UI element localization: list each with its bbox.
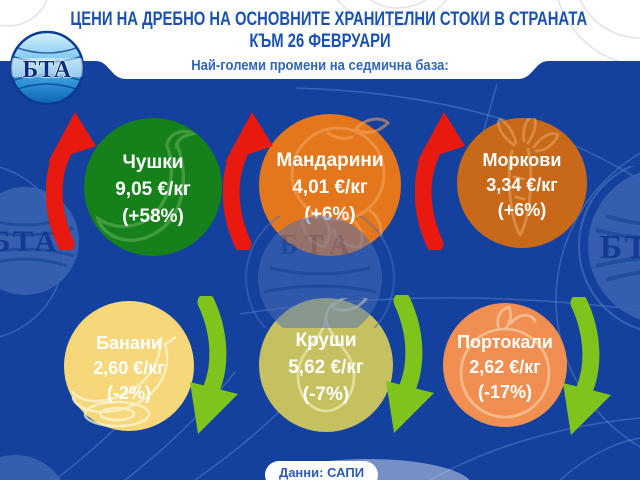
bta-logo-icon: БТА: [9, 30, 85, 106]
pepper-icon: [95, 129, 198, 242]
price-card-carrots: Моркови 3,34 €/кг (+6%): [457, 118, 587, 248]
price-down-arrow-icon: [563, 297, 611, 435]
product-name: Круши: [295, 329, 357, 351]
bta-watermark-bottom-left-icon: [0, 455, 62, 480]
card-text: Мандарини 4,01 €/кг (+6%): [259, 114, 401, 256]
card-text: Банани 2,60 €/кг (-2%): [64, 301, 194, 431]
price-card-bananas: Банани 2,60 €/кг (-2%): [64, 301, 194, 431]
product-price: 2,60 €/кг: [93, 357, 165, 378]
product-name: Моркови: [482, 149, 562, 170]
product-name: Банани: [96, 332, 162, 353]
card-text: Моркови 3,34 €/кг (+6%): [457, 118, 587, 248]
source-pill: Данни: САПИ: [265, 461, 378, 480]
bta-watermark-center-icon: БТА: [245, 216, 395, 328]
product-change: (-2%): [107, 382, 151, 403]
header-band: [0, 0, 640, 79]
product-name: Чушки: [122, 151, 184, 173]
page-subtitle: Най-големи промени на седмична база:: [191, 58, 449, 74]
product-change: (-7%): [302, 383, 350, 405]
product-name: Мандарини: [276, 149, 384, 171]
product-price: 9,05 €/кг: [115, 178, 191, 200]
price-card-peppers: Чушки 9,05 €/кг (+58%): [84, 118, 222, 256]
card-text: Портокали 2,62 €/кг (-17%): [443, 303, 567, 427]
orange-icon: [459, 305, 551, 419]
source-label: Данни: САПИ: [278, 465, 365, 480]
svg-text:БТА: БТА: [280, 230, 357, 261]
product-change: (+58%): [122, 205, 184, 227]
product-price: 2,62 €/кг: [469, 356, 541, 377]
product-price: 5,62 €/кг: [288, 356, 364, 378]
page-title-line2: КЪМ 26 ФЕВРУАРИ: [249, 31, 391, 52]
header-decor-arcs: [0, 0, 640, 67]
price-up-arrow-icon: [223, 112, 273, 250]
svg-text:БТА: БТА: [0, 225, 59, 258]
product-change: (-17%): [477, 381, 532, 402]
product-name: Портокали: [457, 331, 553, 352]
card-text: Чушки 9,05 €/кг (+58%): [84, 118, 222, 256]
card-text: Круши 5,62 €/кг (-7%): [259, 298, 393, 432]
svg-text:БТА: БТА: [600, 229, 640, 266]
price-down-arrow-icon: [386, 295, 434, 433]
banana-icon: [71, 336, 177, 428]
price-card-oranges: Портокали 2,62 €/кг (-17%): [443, 303, 567, 427]
svg-text:БТА: БТА: [22, 57, 71, 83]
page-title-line1: ЦЕНИ НА ДРЕБНО НА ОСНОВНИТЕ ХРАНИТЕЛНИ С…: [70, 9, 588, 30]
product-price: 4,01 €/кг: [292, 176, 368, 198]
carrot-icon: [497, 118, 560, 237]
price-down-arrow-icon: [190, 296, 238, 434]
product-price: 3,34 €/кг: [486, 174, 558, 195]
price-up-arrow-icon: [415, 112, 465, 250]
product-change: (+6%): [497, 199, 547, 220]
bta-watermark-right-icon: БТА: [578, 166, 640, 331]
price-up-arrow-icon: [46, 112, 96, 250]
